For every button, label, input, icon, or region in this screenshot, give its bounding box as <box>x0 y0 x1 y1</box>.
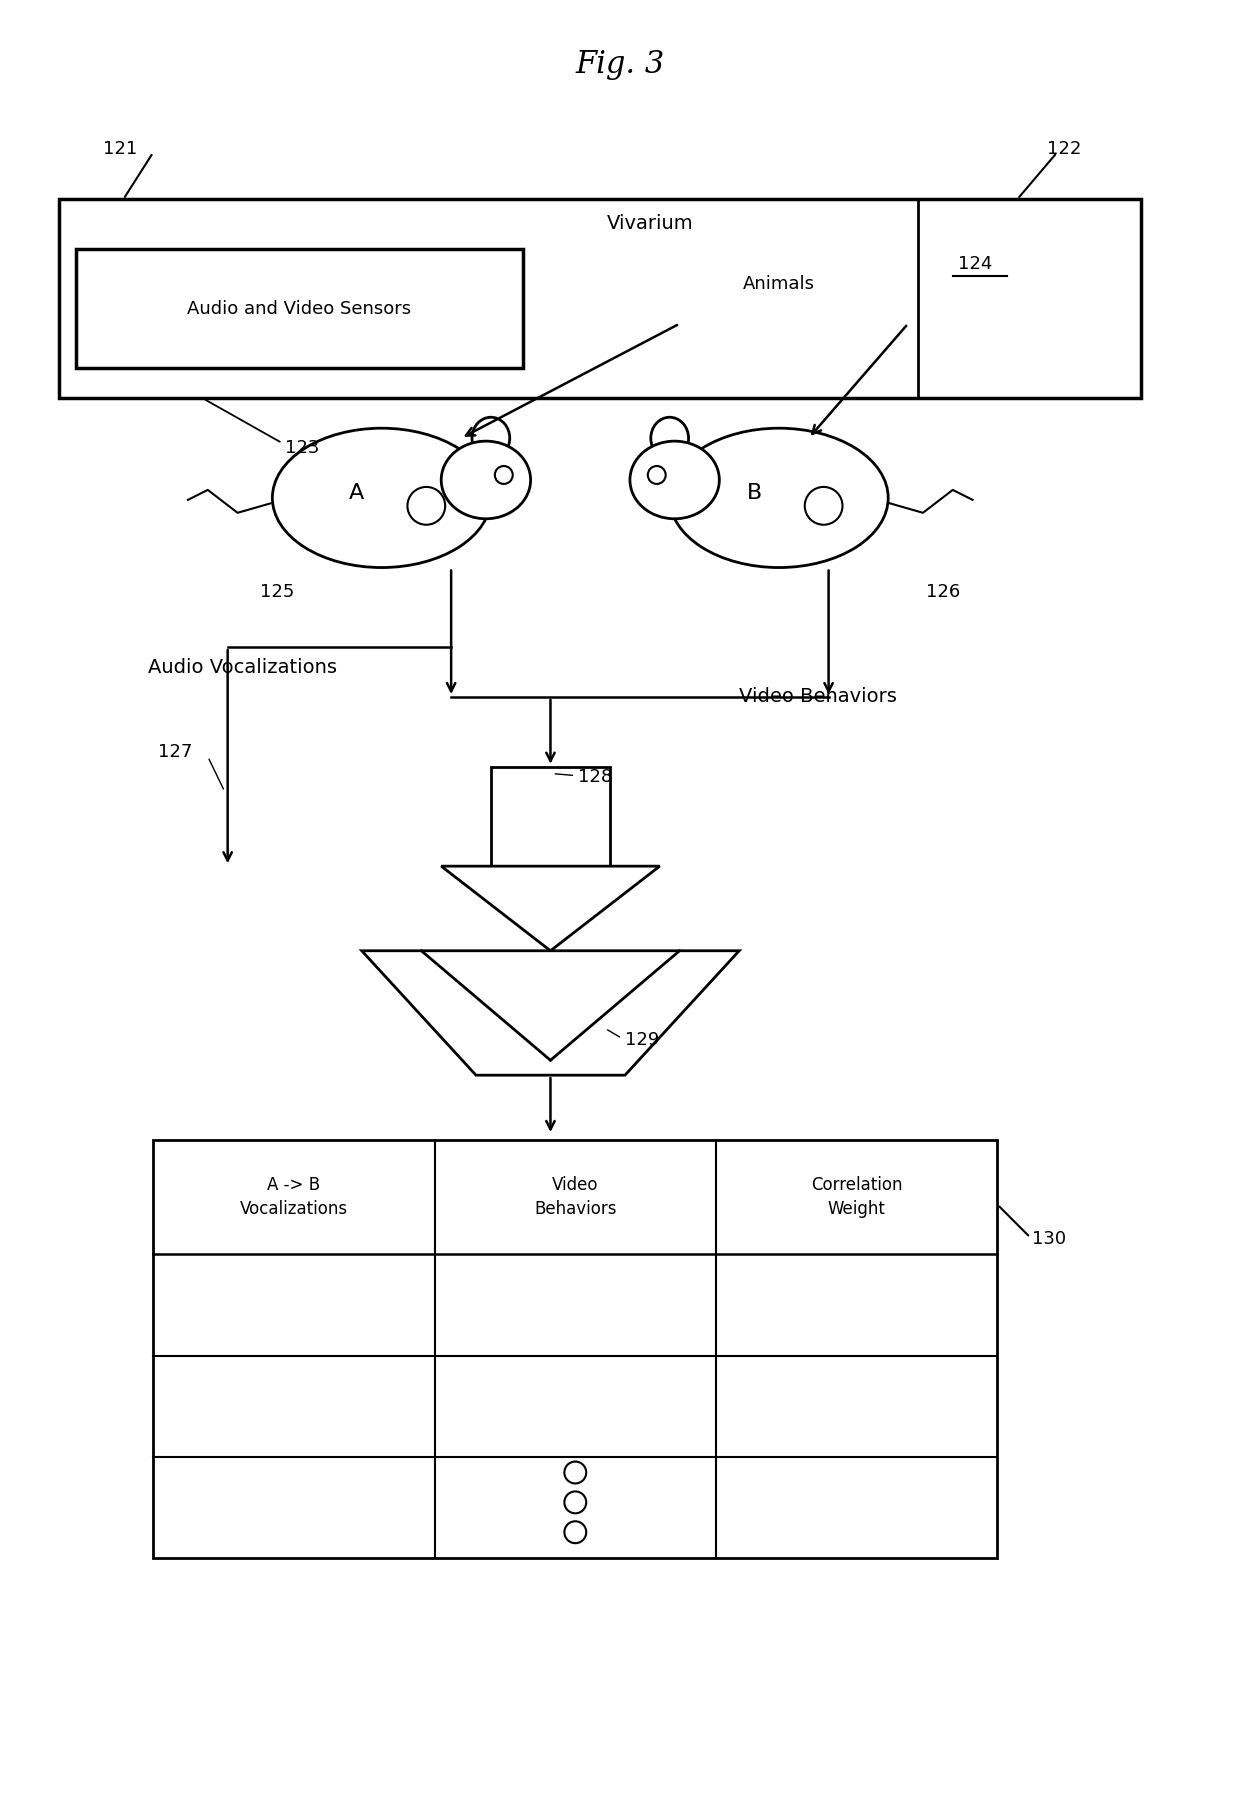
Polygon shape <box>362 951 739 1075</box>
Circle shape <box>564 1522 587 1543</box>
Ellipse shape <box>472 418 510 459</box>
Text: Audio and Video Sensors: Audio and Video Sensors <box>187 299 412 317</box>
Text: Video Behaviors: Video Behaviors <box>739 688 897 706</box>
Text: Animals: Animals <box>743 276 815 294</box>
Text: B: B <box>746 483 761 502</box>
Text: Vivarium: Vivarium <box>606 214 693 232</box>
Text: 123: 123 <box>285 439 320 457</box>
Ellipse shape <box>651 418 688 459</box>
Ellipse shape <box>670 429 888 567</box>
Ellipse shape <box>441 441 531 519</box>
Circle shape <box>564 1462 587 1484</box>
Bar <box>154 1140 997 1558</box>
Bar <box>76 249 522 369</box>
Text: Fig. 3: Fig. 3 <box>575 49 665 81</box>
Circle shape <box>495 466 512 484</box>
Circle shape <box>408 486 445 524</box>
Polygon shape <box>491 767 610 866</box>
Text: 130: 130 <box>1032 1230 1066 1248</box>
Ellipse shape <box>630 441 719 519</box>
Text: 129: 129 <box>625 1032 660 1050</box>
Text: 121: 121 <box>103 140 138 158</box>
Text: 127: 127 <box>159 742 192 760</box>
Text: 125: 125 <box>260 584 295 602</box>
Ellipse shape <box>273 429 491 567</box>
Text: 124: 124 <box>957 256 992 274</box>
Text: Video
Behaviors: Video Behaviors <box>534 1176 616 1217</box>
Text: 126: 126 <box>926 584 960 602</box>
Text: 122: 122 <box>1047 140 1081 158</box>
Circle shape <box>805 486 842 524</box>
Text: 128: 128 <box>578 767 613 785</box>
Text: Correlation
Weight: Correlation Weight <box>811 1176 903 1217</box>
Circle shape <box>564 1491 587 1513</box>
Text: A -> B
Vocalizations: A -> B Vocalizations <box>239 1176 348 1217</box>
Polygon shape <box>441 866 660 951</box>
Text: Audio Vocalizations: Audio Vocalizations <box>149 657 337 677</box>
Bar <box>58 200 1142 398</box>
Circle shape <box>647 466 666 484</box>
Text: A: A <box>350 483 365 502</box>
